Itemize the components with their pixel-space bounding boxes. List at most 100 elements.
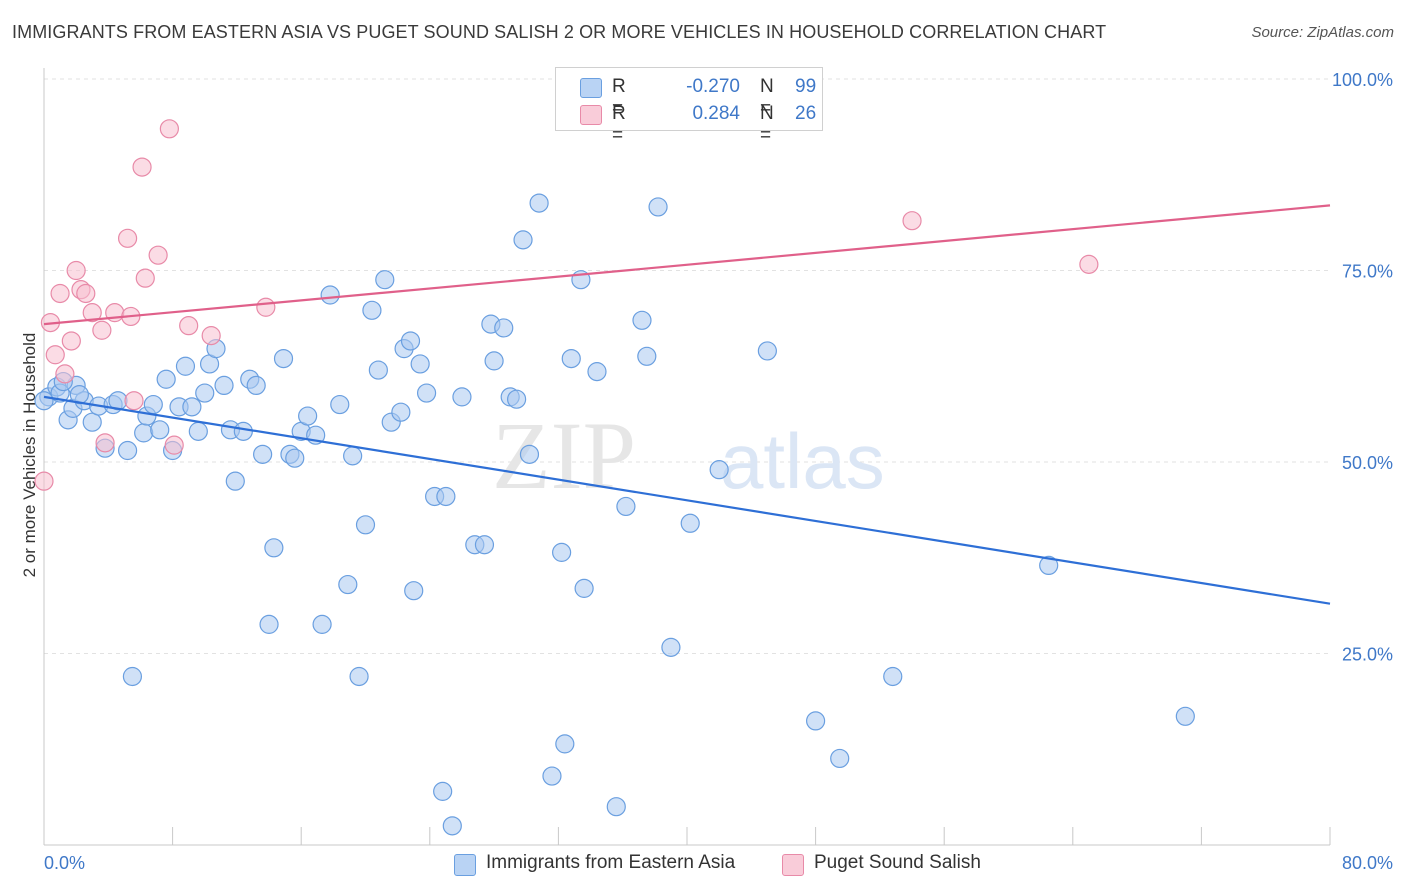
point-immigrants bbox=[632, 310, 652, 330]
point-immigrants bbox=[442, 816, 462, 836]
point-immigrants bbox=[349, 666, 369, 687]
legend-r-label: R = bbox=[612, 76, 626, 119]
y-tick-label: 75.0% bbox=[1342, 262, 1393, 282]
point-immigrants bbox=[494, 318, 514, 338]
point-immigrants bbox=[134, 423, 154, 443]
point-immigrants bbox=[680, 513, 700, 533]
legend-n-value: 99 bbox=[795, 76, 817, 97]
point-immigrants bbox=[343, 446, 363, 466]
point-immigrants bbox=[507, 389, 527, 409]
point-salish bbox=[179, 316, 199, 336]
point-salish bbox=[902, 211, 922, 231]
point-immigrants bbox=[805, 711, 826, 731]
point-immigrants bbox=[709, 460, 729, 480]
point-immigrants bbox=[253, 444, 273, 464]
point-immigrants bbox=[195, 383, 215, 403]
legend-swatch-blue bbox=[580, 78, 602, 98]
legend-r-value: 0.284 bbox=[692, 103, 740, 124]
point-salish bbox=[124, 391, 144, 411]
point-immigrants bbox=[298, 406, 318, 426]
point-salish bbox=[1079, 254, 1099, 274]
bottom-legend-label-salish: Puget Sound Salish bbox=[814, 852, 981, 873]
point-immigrants bbox=[648, 197, 668, 217]
point-immigrants bbox=[587, 362, 607, 382]
point-immigrants bbox=[122, 666, 143, 687]
trend-lines bbox=[43, 204, 1331, 605]
point-immigrants bbox=[436, 486, 456, 507]
point-immigrants bbox=[661, 637, 681, 657]
point-immigrants bbox=[175, 356, 196, 376]
point-salish bbox=[132, 157, 152, 177]
point-immigrants bbox=[362, 300, 382, 320]
point-immigrants bbox=[273, 348, 294, 369]
point-salish bbox=[164, 435, 184, 455]
bottom-legend-swatch-pink bbox=[782, 854, 804, 876]
correlation-legend: R = -0.270 N = 99 R = 0.284 N = 26 bbox=[555, 67, 823, 146]
point-immigrants bbox=[312, 614, 332, 634]
point-immigrants bbox=[259, 614, 279, 634]
point-immigrants bbox=[285, 448, 305, 468]
legend-n-label: N = bbox=[760, 103, 774, 146]
point-immigrants bbox=[233, 421, 253, 441]
trend-line-immigrants bbox=[43, 395, 1331, 605]
watermark-zip: ZIP bbox=[492, 402, 636, 509]
legend-r-label: R = bbox=[612, 103, 626, 146]
point-immigrants bbox=[338, 574, 358, 595]
point-salish bbox=[201, 326, 221, 346]
axes bbox=[43, 68, 1331, 846]
point-immigrants bbox=[143, 394, 163, 415]
legend-r-value: -0.270 bbox=[686, 76, 740, 97]
legend-n-label: N = bbox=[760, 76, 774, 119]
point-salish bbox=[135, 268, 155, 288]
y-tick-label: 50.0% bbox=[1342, 453, 1393, 473]
point-immigrants bbox=[529, 193, 549, 213]
point-immigrants bbox=[34, 391, 54, 411]
point-immigrants bbox=[433, 781, 453, 801]
point-immigrants bbox=[320, 285, 340, 305]
x-tick-label: 0.0% bbox=[44, 853, 85, 873]
point-immigrants bbox=[182, 397, 202, 417]
point-salish bbox=[117, 228, 138, 248]
point-immigrants bbox=[355, 515, 376, 535]
point-immigrants bbox=[616, 496, 636, 517]
point-immigrants bbox=[264, 538, 284, 558]
point-immigrants bbox=[561, 348, 581, 369]
point-immigrants bbox=[225, 471, 245, 491]
y-tick-label: 25.0% bbox=[1342, 645, 1393, 665]
point-immigrants bbox=[606, 797, 626, 817]
point-immigrants bbox=[830, 748, 850, 769]
y-tick-label: 100.0% bbox=[1332, 70, 1393, 90]
point-salish bbox=[61, 331, 81, 351]
watermark-atlas: atlas bbox=[720, 417, 885, 505]
point-immigrants bbox=[82, 412, 102, 432]
gridlines bbox=[44, 78, 1330, 654]
point-salish bbox=[95, 433, 115, 453]
point-immigrants bbox=[416, 383, 437, 403]
point-immigrants bbox=[519, 444, 540, 464]
point-immigrants bbox=[637, 346, 657, 366]
tick-labels: 25.0% 50.0% 75.0% 100.0% 0.0% 80.0% bbox=[44, 70, 1393, 873]
point-immigrants bbox=[246, 375, 266, 395]
point-immigrants bbox=[552, 542, 572, 562]
point-salish bbox=[34, 471, 54, 491]
point-immigrants bbox=[484, 351, 504, 371]
chart-title: IMMIGRANTS FROM EASTERN ASIA VS PUGET SO… bbox=[12, 22, 1107, 42]
point-immigrants bbox=[574, 578, 594, 598]
point-immigrants bbox=[1175, 706, 1195, 726]
point-salish bbox=[159, 119, 179, 139]
point-salish bbox=[76, 283, 96, 304]
watermark: ZIP atlas bbox=[492, 402, 885, 509]
point-immigrants bbox=[400, 331, 421, 351]
legend-swatch-pink bbox=[580, 105, 602, 125]
source-credit: Source: ZipAtlas.com bbox=[1251, 24, 1394, 41]
point-immigrants bbox=[757, 341, 777, 361]
point-salish bbox=[92, 320, 112, 340]
point-salish bbox=[66, 260, 86, 281]
x-tick-label: 80.0% bbox=[1342, 853, 1393, 873]
point-salish bbox=[55, 364, 75, 384]
point-immigrants bbox=[452, 387, 472, 407]
point-immigrants bbox=[542, 766, 562, 786]
point-immigrants bbox=[150, 420, 170, 440]
point-immigrants bbox=[117, 440, 138, 461]
